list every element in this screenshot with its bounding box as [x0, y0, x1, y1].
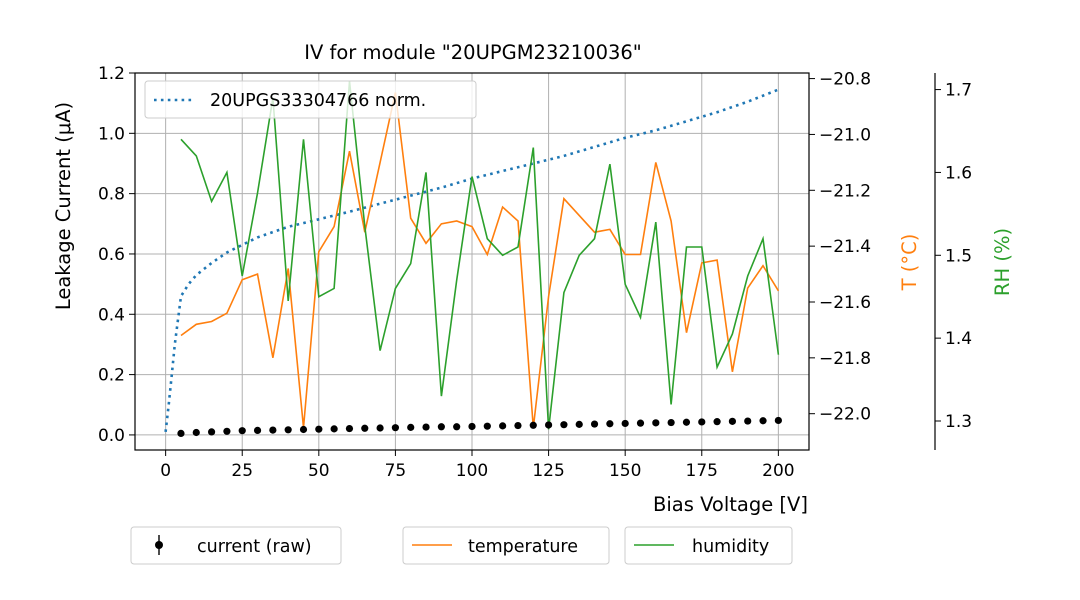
- current-point: [192, 428, 200, 437]
- chart-title: IV for module "20UPGM23210036": [304, 41, 642, 64]
- y-tick-label: 0.2: [98, 366, 125, 386]
- current-point: [774, 416, 782, 425]
- humidity-tick-label: 1.7: [945, 81, 972, 101]
- current-point: [345, 424, 354, 433]
- x-tick-label: 125: [532, 461, 564, 481]
- current-point: [177, 429, 185, 438]
- current-point: [606, 420, 614, 428]
- current-point: [682, 418, 691, 426]
- current-point: [422, 423, 430, 431]
- axes-layer: 0 25 50 75 100 125 150 175 200 0.0 0.2 0.4 0.6 0.8 1.0…: [98, 64, 972, 481]
- temperature-tick-label: −20.8: [819, 70, 871, 90]
- current-point: [284, 426, 292, 434]
- legend-temperature: temperature: [402, 526, 610, 565]
- legend-norm-label: 20UPGS33304766 norm.: [210, 91, 426, 111]
- series-current-raw: [177, 416, 782, 438]
- humidity-tick-label: 1.3: [945, 412, 972, 432]
- series-temperature-line: [180, 92, 780, 428]
- grid-lines: [135, 72, 809, 450]
- x-tick-label: 75: [385, 461, 407, 481]
- current-point: [713, 418, 721, 426]
- current-point: [299, 425, 308, 434]
- temperature-tick-label: −21.8: [819, 349, 871, 369]
- current-point: [514, 421, 522, 430]
- current-point: [269, 426, 277, 434]
- series-humidity-line: [180, 81, 780, 430]
- legend-humidity-label: humidity: [692, 537, 769, 557]
- x-axis-label: Bias Voltage [V]: [653, 493, 808, 516]
- current-point: [330, 425, 338, 433]
- current-point: [483, 422, 491, 430]
- x-tick-label: 0: [160, 461, 171, 481]
- current-point: [728, 417, 737, 425]
- x-tick-label: 50: [308, 461, 330, 481]
- current-point: [698, 418, 706, 426]
- current-point: [376, 424, 384, 432]
- current-point: [361, 424, 369, 432]
- current-point: [560, 421, 568, 429]
- current-point: [453, 423, 461, 431]
- x-tick-label: 25: [231, 461, 253, 481]
- temperature-tick-label: −21.2: [819, 181, 871, 201]
- current-point: [315, 425, 323, 433]
- legend-current-box: [130, 526, 342, 565]
- current-point: [437, 423, 445, 431]
- current-point: [544, 421, 553, 429]
- y-tick-label: 0.0: [98, 426, 125, 446]
- x-tick-label: 100: [456, 461, 488, 481]
- y-tick-label: 1.2: [98, 64, 125, 84]
- series-20upgs33304766-norm-line: [164, 88, 779, 433]
- humidity-tick-label: 1.4: [945, 329, 972, 349]
- current-point: [253, 426, 262, 434]
- temperature-tick-label: −21.0: [819, 125, 871, 145]
- current-point: [499, 422, 507, 430]
- y-tick-label: 1.0: [98, 124, 125, 144]
- temperature-tick-label: −21.4: [819, 237, 871, 257]
- x-tick-label: 200: [762, 461, 794, 481]
- temperature-axis-label: T (°C): [898, 234, 921, 292]
- current-point: [575, 420, 583, 428]
- x-tick-label: 175: [686, 461, 718, 481]
- current-point: [407, 423, 415, 431]
- legend-top: 20UPGS33304766 norm.: [144, 80, 477, 119]
- y-tick-label: 0.8: [98, 185, 125, 205]
- current-point: [223, 427, 231, 435]
- current-point: [652, 419, 660, 427]
- temperature-tick-label: −21.6: [819, 293, 871, 313]
- legend-point-icon: [155, 541, 163, 549]
- current-point: [667, 418, 675, 427]
- current-point: [529, 421, 537, 429]
- legend-temperature-label: temperature: [468, 537, 578, 557]
- current-point: [636, 419, 645, 427]
- current-point: [391, 424, 400, 432]
- current-point: [590, 420, 599, 428]
- y-tick-label: 0.6: [98, 245, 125, 265]
- current-point: [207, 428, 216, 436]
- current-point: [621, 419, 629, 428]
- legend-temperature-box: [402, 526, 610, 565]
- current-point: [744, 417, 752, 425]
- y-axis-label: Leakage Current (μA): [52, 102, 75, 310]
- legend-humidity-box: [624, 526, 793, 565]
- legend-top-box: [144, 80, 477, 119]
- humidity-axis-label: RH (%): [991, 228, 1014, 296]
- current-point: [468, 422, 476, 431]
- y-tick-label: 0.4: [98, 305, 125, 325]
- legend-current: current (raw): [130, 526, 342, 565]
- series-layer: [164, 81, 782, 438]
- humidity-tick-label: 1.6: [945, 163, 972, 183]
- humidity-tick-label: 1.5: [945, 246, 972, 266]
- legend-humidity: humidity: [624, 526, 793, 565]
- current-point: [238, 427, 246, 435]
- legend-current-label: current (raw): [197, 537, 312, 557]
- current-point: [759, 417, 767, 425]
- x-tick-label: 150: [609, 461, 641, 481]
- temperature-tick-label: −22.0: [819, 405, 871, 425]
